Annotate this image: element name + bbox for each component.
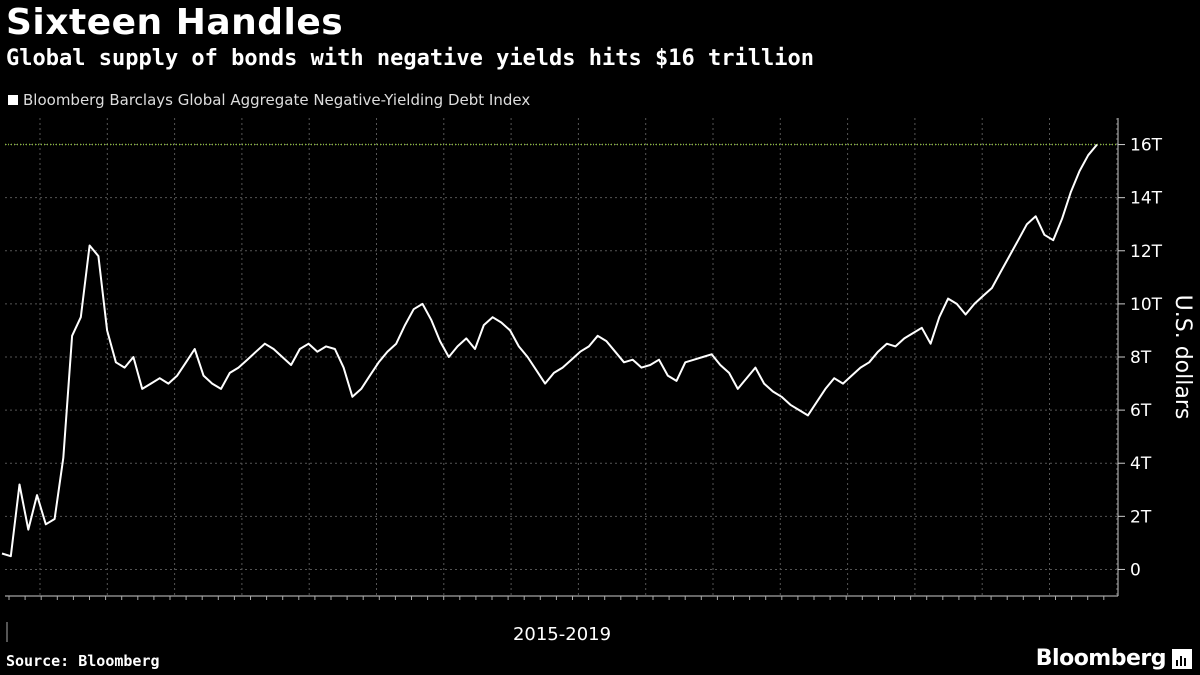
terminal-icon <box>1172 648 1192 669</box>
y-tick-label: 14T <box>1130 189 1163 209</box>
legend-swatch <box>8 95 18 105</box>
y-axis-label: U.S. dollars <box>1170 295 1195 420</box>
brand-name: Bloomberg <box>1035 646 1167 671</box>
chart-title: Sixteen Handles <box>6 2 344 43</box>
x-axis-label: 2015-2019 <box>513 624 611 645</box>
y-tick-label: 12T <box>1130 242 1163 262</box>
y-tick-label: 2T <box>1130 507 1152 527</box>
y-tick-label: 8T <box>1130 348 1152 368</box>
y-tick-label: 6T <box>1130 401 1152 421</box>
y-tick-label: 4T <box>1130 454 1152 474</box>
brand-logo: Bloomberg <box>1036 646 1192 671</box>
legend-label: Bloomberg Barclays Global Aggregate Nega… <box>23 91 531 109</box>
legend: Bloomberg Barclays Global Aggregate Nega… <box>8 91 530 109</box>
y-tick-label: 16T <box>1130 136 1163 156</box>
y-tick-label: 10T <box>1130 295 1163 315</box>
y-tick-label: 0 <box>1130 560 1141 580</box>
series-line <box>1 143 1098 558</box>
chart-subtitle: Global supply of bonds with negative yie… <box>6 46 814 71</box>
source-note: Source: Bloomberg <box>6 652 160 670</box>
